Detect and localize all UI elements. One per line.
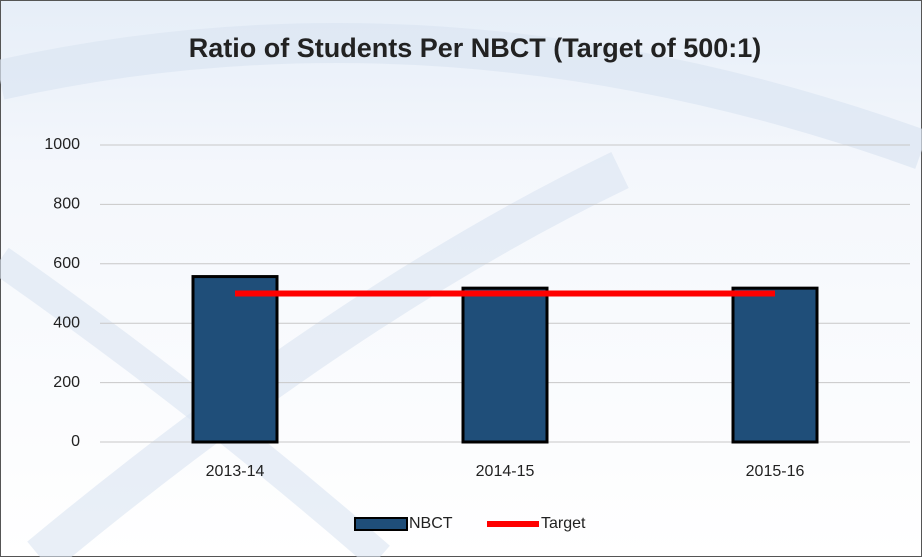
y-tick-label: 400	[53, 314, 80, 331]
legend-swatch	[354, 517, 408, 531]
decor-swoosh	[27, 151, 629, 557]
chart-title: Ratio of Students Per NBCT (Target of 50…	[189, 33, 762, 63]
y-tick-label: 200	[53, 374, 80, 391]
x-tick-label: 2013-14	[206, 463, 265, 480]
x-tick-label: 2014-15	[476, 463, 535, 480]
x-tick-label: 2015-16	[746, 463, 805, 480]
decor-swoosh	[0, 23, 922, 169]
y-tick-label: 800	[53, 196, 80, 213]
y-tick-label: 600	[53, 255, 80, 272]
y-tick-label: 1000	[44, 136, 80, 153]
legend-label: NBCT	[409, 515, 453, 532]
bar	[191, 275, 279, 444]
bar	[461, 286, 549, 444]
bar	[731, 286, 819, 444]
y-tick-label: 0	[71, 433, 80, 450]
legend-label: Target	[541, 515, 586, 532]
